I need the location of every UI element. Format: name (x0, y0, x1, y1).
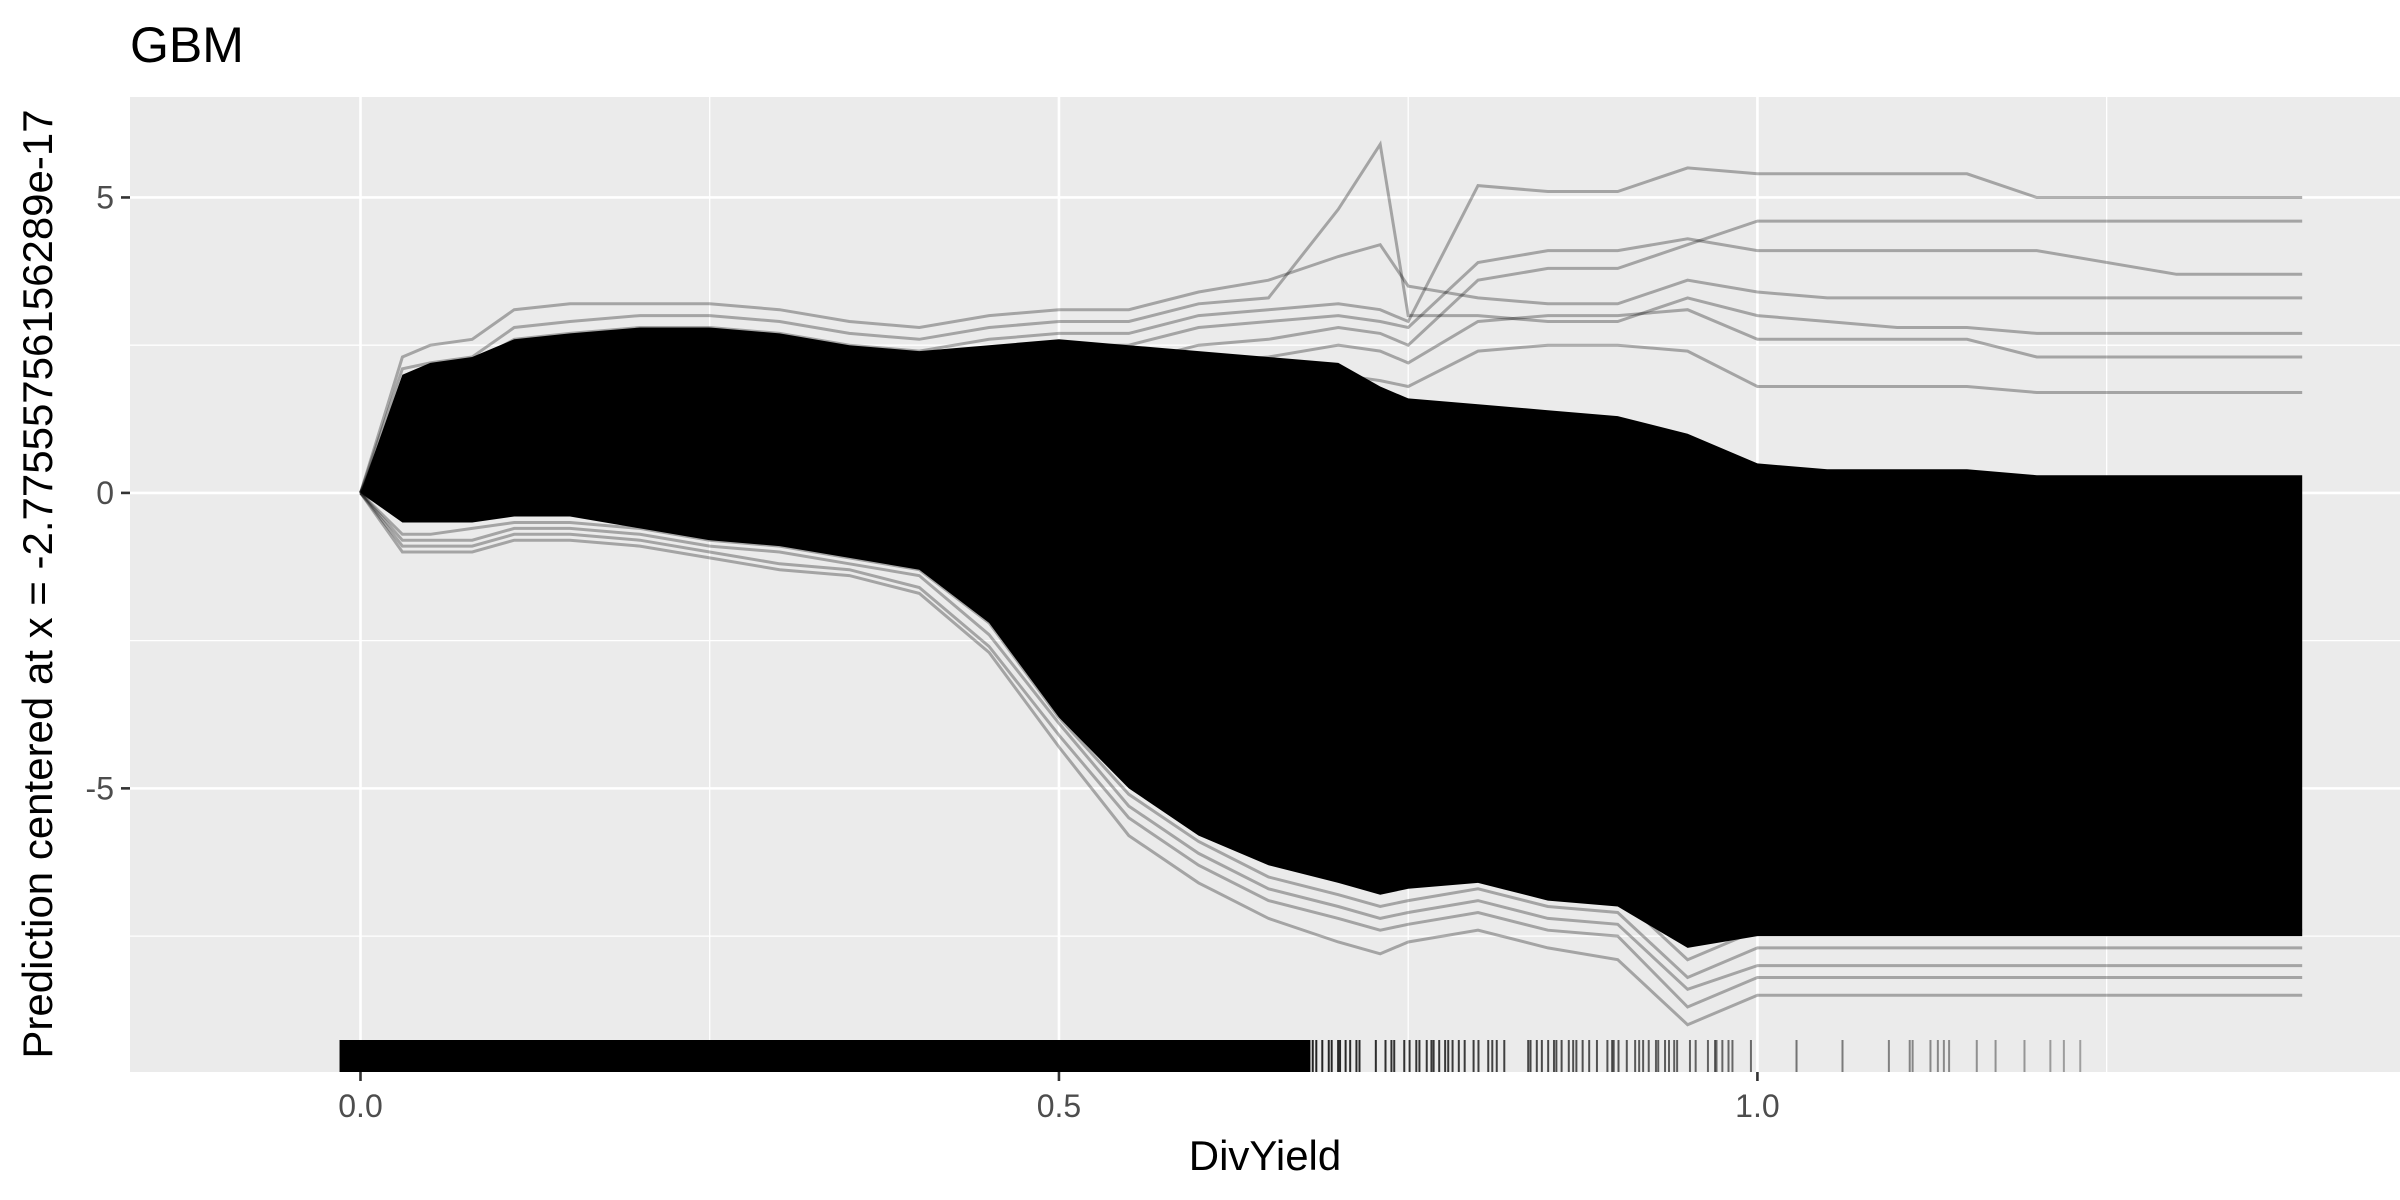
ice-curve (359, 140, 2303, 494)
y-tick-label: 5 (96, 179, 114, 215)
ice-curve (359, 237, 2303, 494)
ice-curve (359, 491, 2303, 962)
ice-curve (359, 491, 2303, 1009)
chart-title: GBM (130, 17, 244, 73)
rug-dense-block (339, 1040, 1311, 1072)
x-tick-label: 0.5 (1037, 1088, 1081, 1124)
ice-curve (359, 491, 2303, 992)
x-axis-ticks: 0.0 0.5 1.0 (338, 1072, 1780, 1124)
y-tick-label: 0 (96, 475, 114, 511)
ice-curve (359, 166, 2303, 494)
x-tick-label: 1.0 (1735, 1088, 1779, 1124)
ice-curve (359, 343, 2303, 494)
ice-curve (359, 242, 2303, 494)
ice-curve (359, 308, 2303, 494)
ice-curve (359, 492, 2303, 1027)
x-tick-label: 0.0 (338, 1088, 382, 1124)
y-tick-label: -5 (86, 770, 114, 806)
y-axis-title: Prediction centered at x = -2.7755575615… (14, 109, 61, 1058)
ice-curve (359, 491, 2303, 980)
ice-curve (359, 219, 2303, 494)
ice-curve-mass (360, 327, 2303, 948)
ice-curves (359, 140, 2303, 1027)
dense-curve-band (360, 327, 2303, 948)
y-axis-ticks: -5 0 5 (86, 179, 130, 806)
x-rug (339, 1040, 2082, 1072)
x-axis-title: DivYield (1189, 1132, 1342, 1179)
